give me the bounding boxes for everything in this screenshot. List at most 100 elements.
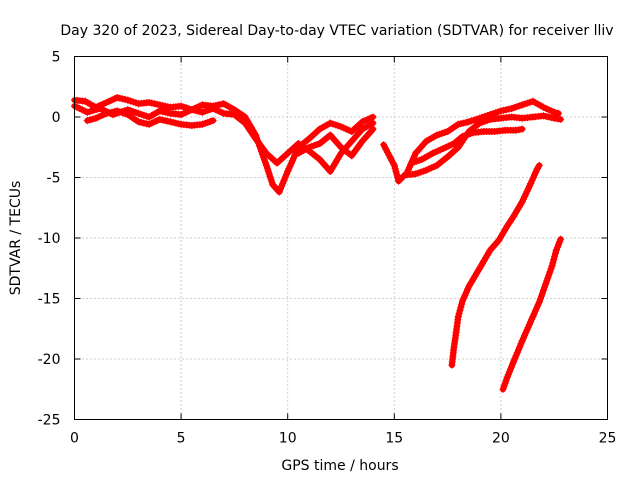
y-tick-label: 0 <box>52 110 61 126</box>
data-point <box>533 165 541 173</box>
x-tick-label: 20 <box>492 431 510 447</box>
y-tick-label: -15 <box>38 292 61 308</box>
data-point <box>281 173 289 181</box>
y-tick-label: 5 <box>52 50 61 66</box>
data-point <box>550 108 558 116</box>
data-point <box>549 259 557 267</box>
data-point <box>280 176 288 184</box>
x-tick-label: 10 <box>279 431 297 447</box>
data-point <box>542 280 550 288</box>
data-point <box>512 126 520 134</box>
data-point <box>544 274 552 282</box>
data-point <box>464 285 472 293</box>
series-arc-3 <box>83 107 217 129</box>
data-point <box>546 268 554 276</box>
data-point <box>90 106 98 114</box>
series-arc-4 <box>294 125 377 160</box>
data-point <box>394 174 402 182</box>
data-point <box>83 108 91 116</box>
data-point <box>457 303 465 311</box>
data-point <box>499 385 507 393</box>
data-point <box>502 376 510 384</box>
data-point <box>454 313 462 321</box>
data-point <box>529 313 537 321</box>
data-point <box>460 294 468 302</box>
data-point <box>369 119 377 127</box>
data-point <box>518 125 526 133</box>
series-arc-9 <box>499 235 565 393</box>
data-point <box>540 286 547 294</box>
y-tick-label: -25 <box>38 413 61 429</box>
data-point <box>535 161 543 169</box>
data-point <box>547 265 555 273</box>
data-point <box>511 355 519 362</box>
data-point <box>555 109 562 117</box>
data-point <box>501 379 509 387</box>
data-point <box>369 125 377 133</box>
y-axis-label: SDTVAR / TECUs <box>8 181 24 296</box>
data-point <box>537 292 545 300</box>
data-point <box>531 171 539 179</box>
data-point <box>278 182 286 190</box>
x-tick-label: 25 <box>599 431 617 447</box>
x-tick-label: 15 <box>385 431 403 447</box>
data-point <box>517 340 525 348</box>
data-point <box>535 298 543 306</box>
data-point <box>557 115 565 123</box>
data-point <box>369 113 377 121</box>
x-tick-label: 0 <box>70 431 79 447</box>
data-point <box>541 283 549 291</box>
data-point <box>209 117 217 125</box>
data-point <box>283 170 290 178</box>
data-point <box>390 161 398 169</box>
plot-frame <box>74 56 608 420</box>
data-point <box>539 289 546 297</box>
data-point <box>391 165 399 172</box>
data-point <box>545 271 553 279</box>
data-point <box>553 115 561 123</box>
data-point <box>532 168 540 176</box>
chart-title: Day 320 of 2023, Sidereal Day-to-day VTE… <box>60 23 613 39</box>
data-point <box>392 168 400 176</box>
data-point <box>551 252 559 260</box>
data-point <box>536 295 544 303</box>
data-point <box>510 357 518 365</box>
data-point <box>500 382 508 390</box>
data-point <box>276 185 284 193</box>
data-point <box>534 301 542 309</box>
data-point <box>548 262 556 270</box>
data-point <box>515 126 523 134</box>
x-axis-label: GPS time / hours <box>281 458 398 474</box>
y-tick-label: -20 <box>38 352 61 368</box>
data-point <box>550 256 558 263</box>
data-point <box>461 291 469 299</box>
data-point <box>87 107 94 115</box>
data-point <box>530 310 538 318</box>
series-arc-6 <box>401 112 565 179</box>
data-point <box>456 306 464 314</box>
data-point <box>459 297 466 305</box>
series-arc-7 <box>407 125 526 167</box>
data-point <box>557 235 565 243</box>
data-point <box>462 288 470 296</box>
data-point <box>515 346 523 354</box>
data-point <box>512 352 520 359</box>
data-point <box>529 174 537 182</box>
data-series <box>71 94 565 393</box>
data-point <box>528 177 536 185</box>
data-point <box>275 188 283 196</box>
data-point <box>533 304 541 312</box>
y-tick-label: -10 <box>38 231 61 247</box>
data-point <box>513 349 521 357</box>
x-tick-label: 5 <box>177 431 186 447</box>
data-point <box>393 171 401 179</box>
data-point <box>279 179 287 187</box>
data-point <box>550 114 558 122</box>
axis-ticks: 0 5 10 15 20 25 -25 -20 -15 -10 -5 0 5 <box>38 50 617 447</box>
y-tick-label: -5 <box>47 171 61 187</box>
data-point <box>543 277 551 285</box>
data-point <box>455 310 463 317</box>
data-point <box>552 249 559 257</box>
data-point <box>531 307 539 315</box>
